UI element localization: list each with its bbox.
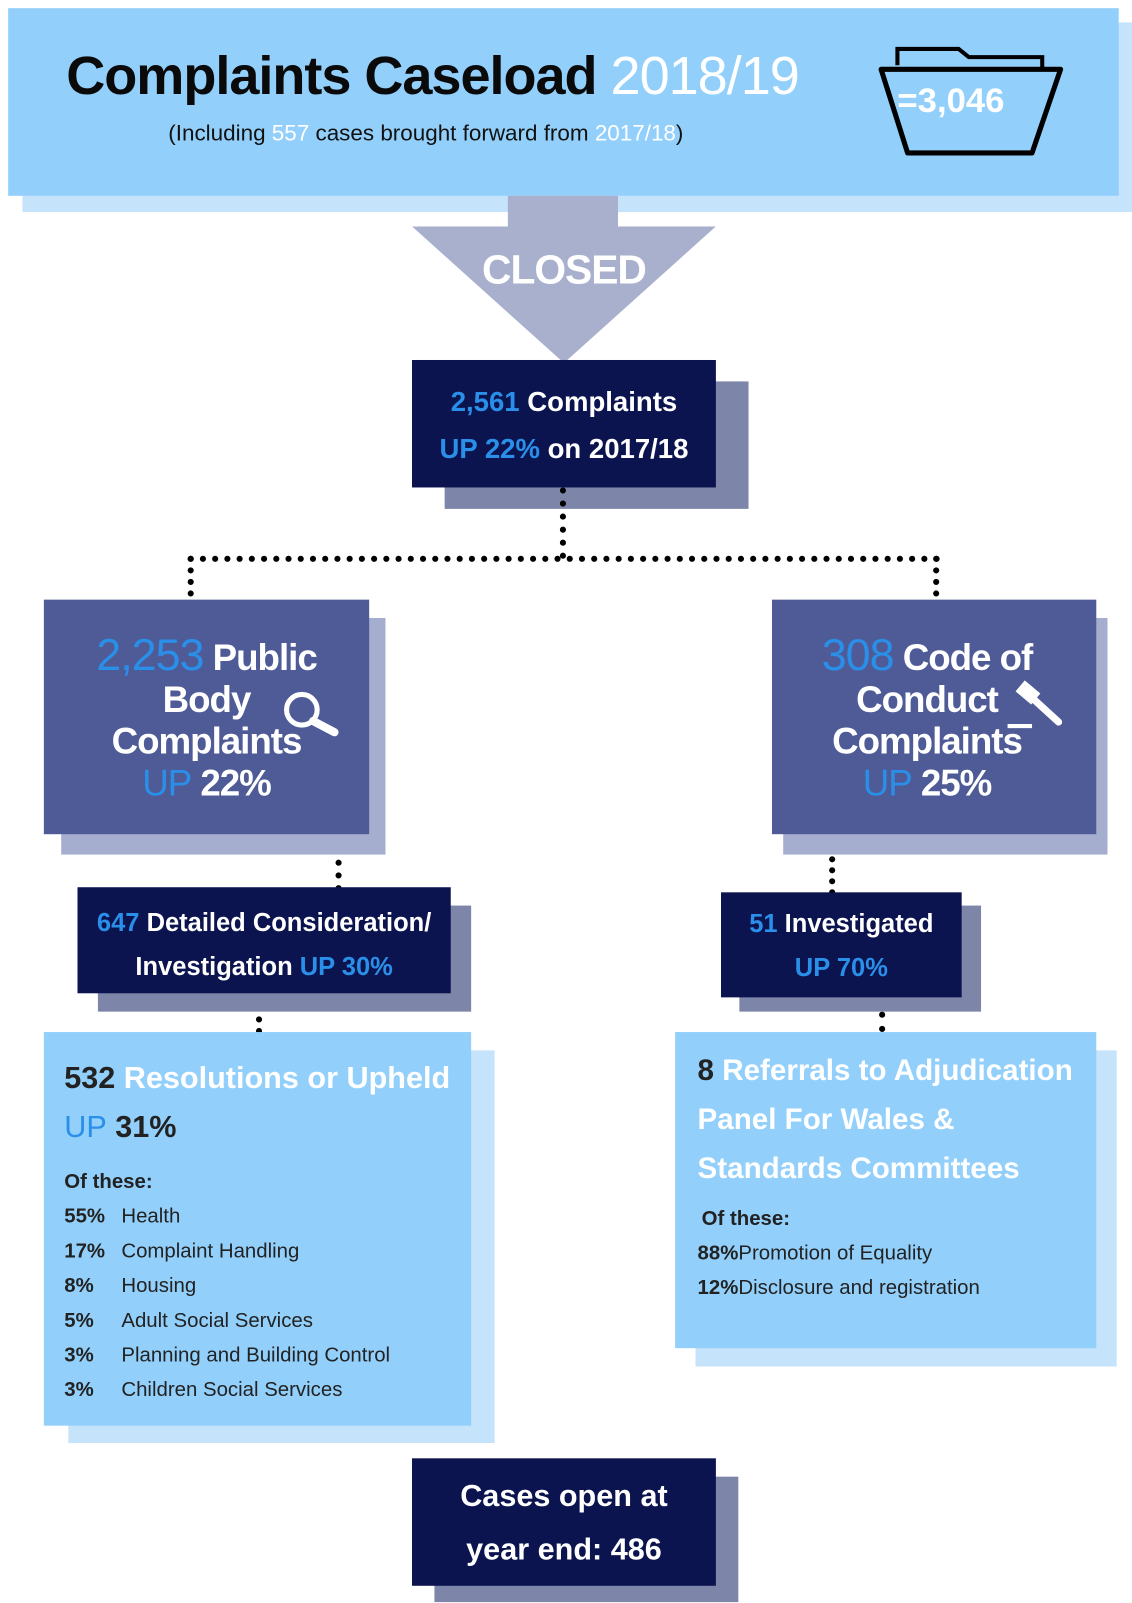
arrow-stem	[507, 195, 618, 229]
item-percent: 5%	[64, 1309, 94, 1332]
gavel-icon	[1007, 680, 1063, 729]
up: UP	[64, 1110, 107, 1145]
connector	[933, 555, 940, 597]
label: Public Body Complaints	[111, 636, 318, 762]
label: Code of Conduct Complaints	[832, 636, 1033, 762]
item: 12%Disclosure and registration	[698, 1271, 1074, 1306]
count: 2,561	[450, 386, 520, 418]
label: Referrals to Adjudication Panel For Wale…	[697, 1054, 1073, 1186]
change: 22%	[200, 761, 271, 804]
item-label: Health	[121, 1205, 181, 1228]
label: Investigated	[784, 909, 934, 939]
connector	[829, 834, 836, 896]
of-these: Of these:	[64, 1170, 153, 1194]
change: 25%	[920, 761, 992, 804]
arrow-head	[411, 226, 716, 364]
title-text: Complaints Caseload	[66, 45, 597, 107]
item-percent: 3%	[64, 1344, 94, 1367]
count: 2,253	[96, 630, 204, 681]
count: 51	[749, 909, 778, 939]
item-percent: 55%	[64, 1205, 106, 1228]
connector	[335, 834, 342, 892]
up: UP	[142, 761, 192, 804]
investigated-box: 51 Investigated UP 70%	[720, 892, 962, 998]
of-these: Of these:	[701, 1207, 791, 1230]
heading: 8 Referrals to Adjudication Panel For Wa…	[698, 1046, 1074, 1193]
item: 3% Planning and Building Control	[64, 1338, 451, 1373]
total-cases: =3,046	[897, 81, 1005, 121]
label: Complaints	[527, 386, 678, 418]
item-percent: 17%	[64, 1240, 106, 1263]
footer-box: Cases open at year end: 486	[411, 1458, 716, 1586]
connector	[559, 487, 566, 559]
title: Complaints Caseload 2018/19	[66, 45, 800, 107]
item: 5% Adult Social Services	[64, 1303, 451, 1338]
item-list: 55% Health 17% Complaint Handling 8% Housing 5…	[64, 1199, 451, 1407]
subtitle: (Including 557 cases brought forward fro…	[168, 120, 683, 147]
item: 55% Health	[64, 1199, 451, 1234]
count: 647	[96, 908, 140, 938]
closed-total-box: 2,561 Complaints UP 22% on 2017/18	[411, 359, 716, 488]
item: 17% Complaint Handling	[64, 1234, 451, 1269]
connector	[187, 555, 194, 597]
heading: 532 Resolutions or Upheld UP 31%	[64, 1054, 451, 1152]
subtitle-text: cases brought forward from	[315, 120, 589, 146]
subtitle-number: 557	[271, 120, 310, 146]
change: 31%	[115, 1110, 177, 1145]
item-label: Promotion of Equality	[738, 1242, 933, 1265]
item-label: Complaint Handling	[121, 1240, 300, 1263]
item-label: Disclosure and registration	[738, 1276, 980, 1300]
subtitle-year: 2017/18	[594, 120, 676, 146]
item-percent: 8%	[64, 1274, 94, 1298]
title-year: 2018/19	[610, 45, 800, 107]
label: on 2017/18	[547, 433, 689, 465]
item-label: Children Social Services	[121, 1378, 343, 1402]
item-list: 88%Promotion of Equality 12%Disclosure an…	[698, 1236, 1074, 1305]
label: Resolutions or Upheld	[123, 1061, 451, 1096]
count: 532	[64, 1061, 116, 1096]
item-percent: 88%	[697, 1242, 739, 1265]
item: 3% Children Social Services	[64, 1373, 451, 1408]
connector	[255, 993, 263, 1035]
label: Detailed Consideration/ Investigation	[135, 908, 432, 982]
change: UP 22%	[439, 433, 540, 465]
subtitle-text: )	[675, 120, 684, 146]
footer-text: Cases open at year end: 486	[460, 1479, 668, 1567]
detailed-box: 647 Detailed Consideration/ Investigatio…	[77, 887, 451, 994]
count: 308	[821, 630, 895, 681]
resolutions-box: 532 Resolutions or Upheld UP 31% Of thes…	[43, 1032, 472, 1426]
up: UP	[862, 761, 913, 804]
connector	[879, 997, 886, 1033]
change: UP 30%	[299, 952, 393, 982]
subtitle-text: (Including	[168, 120, 266, 146]
change: UP 70%	[794, 953, 888, 983]
connector	[187, 555, 941, 562]
item-percent: 12%	[697, 1276, 739, 1300]
item-label: Planning and Building Control	[121, 1344, 391, 1367]
code-of-conduct-box: 308 Code of Conduct Complaints UP 25%	[771, 599, 1097, 835]
closed-label: CLOSED	[482, 247, 647, 293]
count: 8	[697, 1054, 715, 1088]
item-label: Housing	[121, 1274, 197, 1298]
item: 8% Housing	[64, 1269, 451, 1304]
magnifier-icon	[284, 691, 339, 737]
item: 88%Promotion of Equality	[698, 1236, 1074, 1271]
item-percent: 3%	[64, 1378, 94, 1402]
folder-icon	[878, 46, 1064, 156]
item-label: Adult Social Services	[121, 1309, 313, 1332]
referrals-box: 8 Referrals to Adjudication Panel For Wa…	[675, 1032, 1097, 1349]
